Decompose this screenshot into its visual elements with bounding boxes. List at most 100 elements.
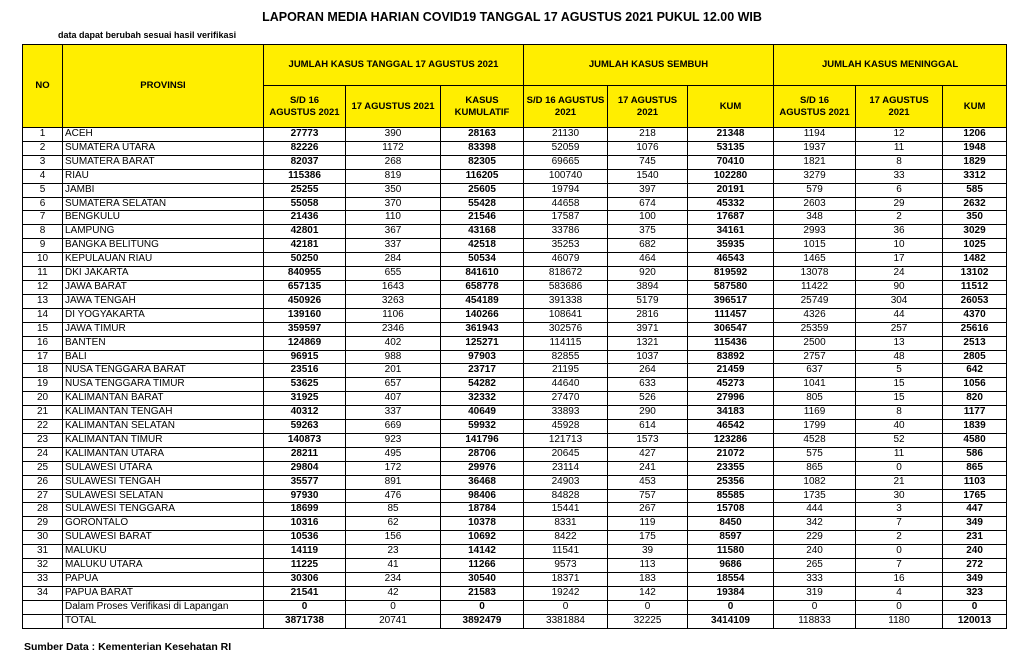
value-cell: 0	[440, 599, 524, 615]
value-cell: 19384	[686, 585, 775, 601]
value-cell: 27470	[523, 391, 608, 407]
value-cell: 10692	[440, 530, 524, 546]
province: KALIMANTAN SELATAN	[62, 419, 264, 434]
table-row: 26 SULAWESI TENGAH 35577 891 36468 24903 453 25…	[22, 474, 1008, 490]
value-cell: 587580	[686, 279, 775, 295]
value-cell: 447	[942, 502, 1008, 518]
value-cell: 52059	[523, 140, 608, 156]
value-cell: 45332	[686, 196, 775, 212]
row-number: 21	[22, 405, 63, 421]
value-cell: 25749	[773, 293, 857, 309]
value-cell: 3971	[607, 321, 688, 337]
table-row: 30 SULAWESI BARAT 10536 156 10692 8422 175 8597…	[22, 530, 1008, 546]
value-cell: 25356	[686, 474, 775, 490]
row-number: 22	[22, 419, 63, 434]
table-row: 6 SUMATERA SELATAN 55058 370 55428 44658 674 45…	[22, 196, 1008, 212]
value-cell: 110	[345, 210, 441, 226]
value-cell: 367	[345, 224, 441, 240]
value-cell: 1829	[942, 154, 1008, 170]
row-number: 28	[22, 502, 63, 518]
value-cell: 21459	[686, 363, 775, 379]
row-number: 10	[22, 252, 63, 268]
value-cell: 11541	[523, 544, 608, 560]
value-cell: 337	[345, 238, 441, 254]
table-row: 4 RIAU 115386 819 116205 100740 1540 102280 3279…	[22, 168, 1008, 184]
province: BALI	[62, 349, 264, 365]
value-cell: 124869	[263, 335, 346, 351]
value-cell: 464	[607, 252, 688, 268]
row-number	[22, 613, 63, 629]
value-cell: 45928	[523, 419, 608, 434]
province: JAWA TENGAH	[62, 293, 264, 309]
row-number: 12	[22, 279, 63, 295]
value-cell: 36	[855, 224, 944, 240]
value-cell: 2346	[345, 321, 441, 337]
row-number: 18	[22, 363, 63, 379]
value-cell: 10378	[440, 516, 524, 532]
value-cell: 35253	[523, 238, 608, 254]
subtitle: data dapat berubah sesuai hasil verifika…	[58, 30, 237, 40]
value-cell: 0	[345, 599, 441, 615]
value-cell: 2632	[942, 196, 1008, 212]
value-cell: 13078	[773, 266, 857, 281]
province: BENGKULU	[62, 210, 264, 226]
value-cell: 241	[607, 460, 688, 476]
value-cell: 290	[607, 405, 688, 421]
value-cell: 240	[942, 544, 1008, 560]
value-cell: 337	[345, 405, 441, 421]
value-cell: 15708	[686, 502, 775, 518]
province: Dalam Proses Verifikasi di Lapangan	[62, 599, 264, 615]
value-cell: 218	[607, 127, 688, 142]
province: MALUKU	[62, 544, 264, 560]
value-cell: 745	[607, 154, 688, 170]
value-cell: 50250	[263, 252, 346, 268]
province: BANTEN	[62, 335, 264, 351]
value-cell: 10536	[263, 530, 346, 546]
value-cell: 42801	[263, 224, 346, 240]
value-cell: 10	[855, 238, 944, 254]
table-row: 8 LAMPUNG 42801 367 43168 33786 375 34161 2993 36…	[22, 224, 1008, 240]
value-cell: 25255	[263, 182, 346, 198]
value-cell: 495	[345, 446, 441, 462]
value-cell: 44640	[523, 377, 608, 393]
value-cell: 4580	[942, 432, 1008, 448]
table-body: 1 ACEH 27773 390 28163 21130 218 21348 1194 12 120…	[22, 127, 1008, 629]
table-row: 22 KALIMANTAN SELATAN 59263 669 59932 45928 61…	[22, 419, 1008, 434]
value-cell: 272	[942, 558, 1008, 573]
value-cell: 83892	[686, 349, 775, 365]
value-cell: 140266	[440, 307, 524, 323]
value-cell: 264	[607, 363, 688, 379]
value-cell: 11	[855, 446, 944, 462]
value-cell: 2500	[773, 335, 857, 351]
value-cell: 82226	[263, 140, 346, 156]
value-cell: 3414109	[686, 613, 775, 629]
value-cell: 114115	[523, 335, 608, 351]
group-header: JUMLAH KASUS SEMBUH	[522, 44, 775, 86]
value-cell: 21546	[440, 210, 524, 226]
value-cell: 1643	[345, 279, 441, 295]
value-cell: 97930	[263, 488, 346, 504]
value-cell: 4528	[773, 432, 857, 448]
value-cell: 370	[345, 196, 441, 212]
province: KALIMANTAN UTARA	[62, 446, 264, 462]
value-cell: 0	[855, 544, 944, 560]
value-cell: 8	[855, 405, 944, 421]
value-cell: 18554	[686, 572, 775, 587]
value-cell: 12	[855, 127, 944, 142]
value-cell: 655	[345, 266, 441, 281]
column-header: KUM	[942, 85, 1008, 128]
value-cell: 267	[607, 502, 688, 518]
value-cell: 40312	[263, 405, 346, 421]
value-cell: 21072	[686, 446, 775, 462]
row-number: 15	[22, 321, 63, 337]
row-number: 29	[22, 516, 63, 532]
value-cell: 302576	[523, 321, 608, 337]
value-cell: 100	[607, 210, 688, 226]
province: DI YOGYAKARTA	[62, 307, 264, 323]
table-row: 2 SUMATERA UTARA 82226 1172 83398 52059 1076 53…	[22, 140, 1008, 156]
value-cell: 3871738	[263, 613, 346, 629]
table-row: 34 PAPUA BARAT 21541 42 21583 19242 142 19384 31…	[22, 585, 1008, 601]
value-cell: 24	[855, 266, 944, 281]
province: JAWA BARAT	[62, 279, 264, 295]
value-cell: 115436	[686, 335, 775, 351]
